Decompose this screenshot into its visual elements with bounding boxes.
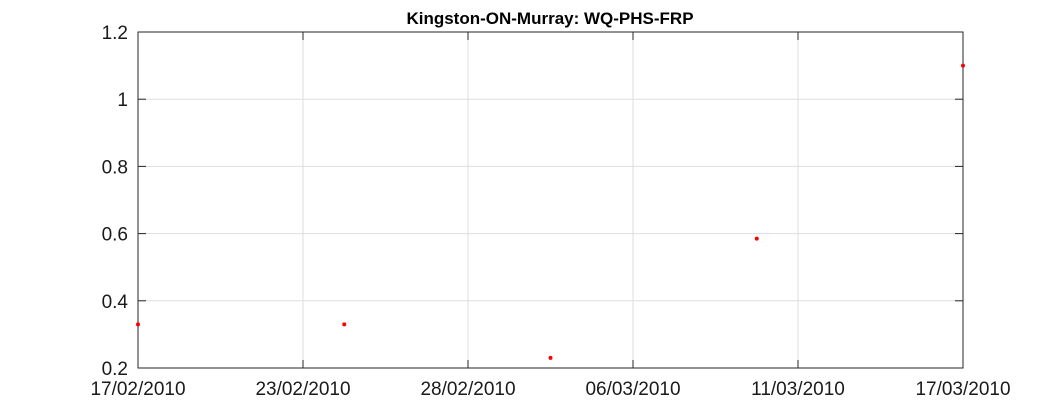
grid	[138, 32, 963, 368]
x-tick-label: 06/03/2010	[585, 379, 680, 400]
x-tick-label: 17/03/2010	[915, 379, 1010, 400]
data-points	[136, 63, 965, 360]
x-tick-label: 28/02/2010	[420, 379, 515, 400]
chart-title: Kingston-ON-Murray: WQ-PHS-FRP	[406, 9, 693, 28]
y-tick-label: 1	[117, 90, 128, 111]
y-tick-label: 0.8	[102, 157, 128, 178]
y-tick-label: 0.6	[102, 225, 128, 246]
plot-frame	[137, 31, 964, 369]
data-point	[548, 355, 553, 360]
x-tick-label: 11/03/2010	[751, 379, 845, 400]
y-tick-label: 0.2	[102, 359, 128, 380]
data-point	[136, 322, 140, 327]
x-tick-label: 23/02/2010	[255, 379, 350, 400]
x-tick-label: 17/02/2010	[90, 379, 185, 400]
y-tick-label: 0.4	[102, 292, 129, 313]
y-tick-label: 1.2	[102, 23, 128, 44]
data-point	[754, 236, 759, 241]
axes: 17/02/2010 23/02/2010 28/02/2010 06/03/2010…	[90, 23, 1010, 400]
data-point	[961, 63, 965, 68]
data-point	[342, 322, 347, 327]
